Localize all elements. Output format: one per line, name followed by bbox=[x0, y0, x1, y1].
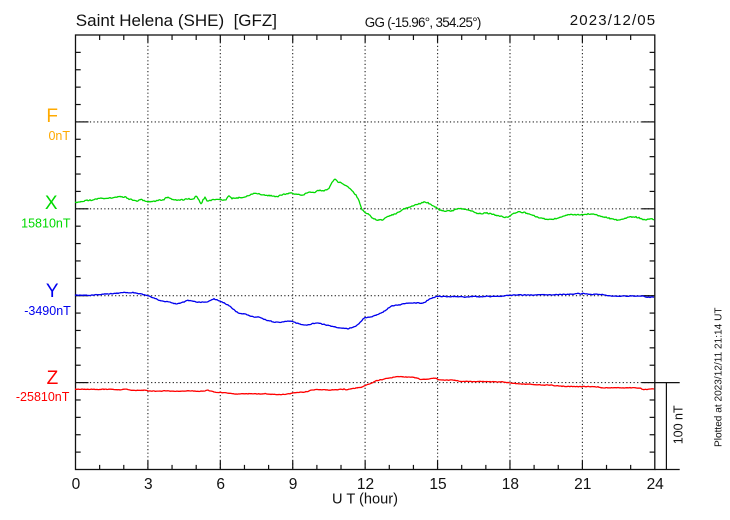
svg-text:Y: Y bbox=[46, 281, 59, 302]
svg-text:21: 21 bbox=[574, 476, 591, 493]
svg-text:Saint Helena (SHE) [GFZ]: Saint Helena (SHE) [GFZ] bbox=[76, 11, 277, 30]
svg-text:-3490nT: -3490nT bbox=[24, 304, 71, 318]
svg-text:X: X bbox=[45, 193, 58, 214]
svg-text:F: F bbox=[46, 106, 58, 127]
svg-text:Z: Z bbox=[47, 368, 59, 389]
svg-text:18: 18 bbox=[502, 476, 519, 493]
svg-text:15: 15 bbox=[429, 476, 446, 493]
svg-text:GG (-15.96°, 354.25°): GG (-15.96°, 354.25°) bbox=[365, 15, 481, 30]
svg-text:0: 0 bbox=[72, 476, 81, 493]
svg-text:2023/12/05: 2023/12/05 bbox=[570, 12, 657, 29]
svg-text:100 nT: 100 nT bbox=[672, 405, 686, 444]
svg-text:-25810nT: -25810nT bbox=[16, 390, 70, 404]
svg-text:U T (hour): U T (hour) bbox=[332, 492, 398, 508]
svg-text:0nT: 0nT bbox=[48, 129, 70, 143]
svg-text:Plotted at 2023/12/11 21:14 UT: Plotted at 2023/12/11 21:14 UT bbox=[714, 307, 725, 447]
svg-text:9: 9 bbox=[289, 476, 298, 493]
svg-text:3: 3 bbox=[144, 476, 153, 493]
svg-text:12: 12 bbox=[357, 476, 374, 493]
svg-text:24: 24 bbox=[647, 476, 665, 493]
svg-text:15810nT: 15810nT bbox=[21, 216, 71, 230]
svg-text:6: 6 bbox=[216, 476, 225, 493]
